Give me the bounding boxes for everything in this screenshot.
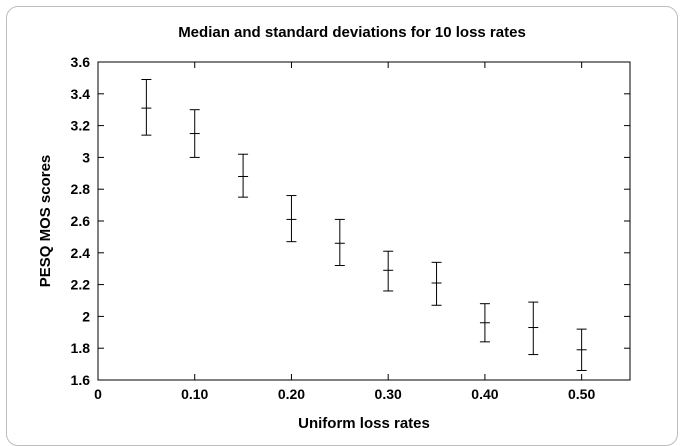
- x-tick-label: 0.40: [471, 386, 498, 402]
- y-tick-label: 3.2: [71, 118, 91, 134]
- y-tick-label: 3.4: [71, 86, 91, 102]
- tick-labels: 0 0.10 0.20 0.30 0.40 0.50 1.6 1.8 2 2.2 2.4 2.6 2.8…: [71, 54, 596, 402]
- error-bar-point: [528, 301, 539, 356]
- error-bar-point: [189, 109, 200, 158]
- y-tick-label: 1.8: [71, 340, 91, 356]
- error-bar-point: [576, 328, 587, 371]
- y-tick-label: 3.6: [71, 54, 91, 70]
- y-tick-label: 2: [82, 308, 90, 324]
- error-bar-point: [238, 153, 249, 198]
- y-tick-label: 2.4: [71, 245, 91, 261]
- y-tick-label: 2.2: [71, 277, 91, 293]
- error-bar-point: [479, 303, 490, 343]
- error-bars: [141, 78, 587, 371]
- plot-area-frame: [97, 61, 631, 381]
- x-axis-label: Uniform loss rates: [298, 415, 430, 432]
- x-tick-label: 0.20: [278, 386, 305, 402]
- chart-figure: Median and standard deviations for 10 lo…: [6, 6, 678, 446]
- error-bar-point: [286, 195, 297, 243]
- y-tick-label: 2.8: [71, 181, 91, 197]
- chart-svg: Median and standard deviations for 10 lo…: [37, 24, 631, 432]
- x-tick-label: 0.10: [181, 386, 208, 402]
- x-tick-label: 0.30: [375, 386, 402, 402]
- y-tick-label: 2.6: [71, 213, 91, 229]
- x-tick-label: 0.50: [568, 386, 595, 402]
- error-bar-point: [334, 218, 345, 267]
- y-tick-label: 1.6: [71, 372, 91, 388]
- x-tick-label: 0: [94, 386, 102, 402]
- error-bar-point: [141, 78, 152, 136]
- y-axis-label: PESQ MOS scores: [37, 155, 54, 288]
- error-bar-point: [431, 261, 442, 306]
- axis-ticks: [97, 61, 630, 381]
- error-bar-point: [383, 250, 394, 292]
- y-tick-label: 3: [82, 149, 90, 165]
- chart-title: Median and standard deviations for 10 lo…: [178, 24, 526, 41]
